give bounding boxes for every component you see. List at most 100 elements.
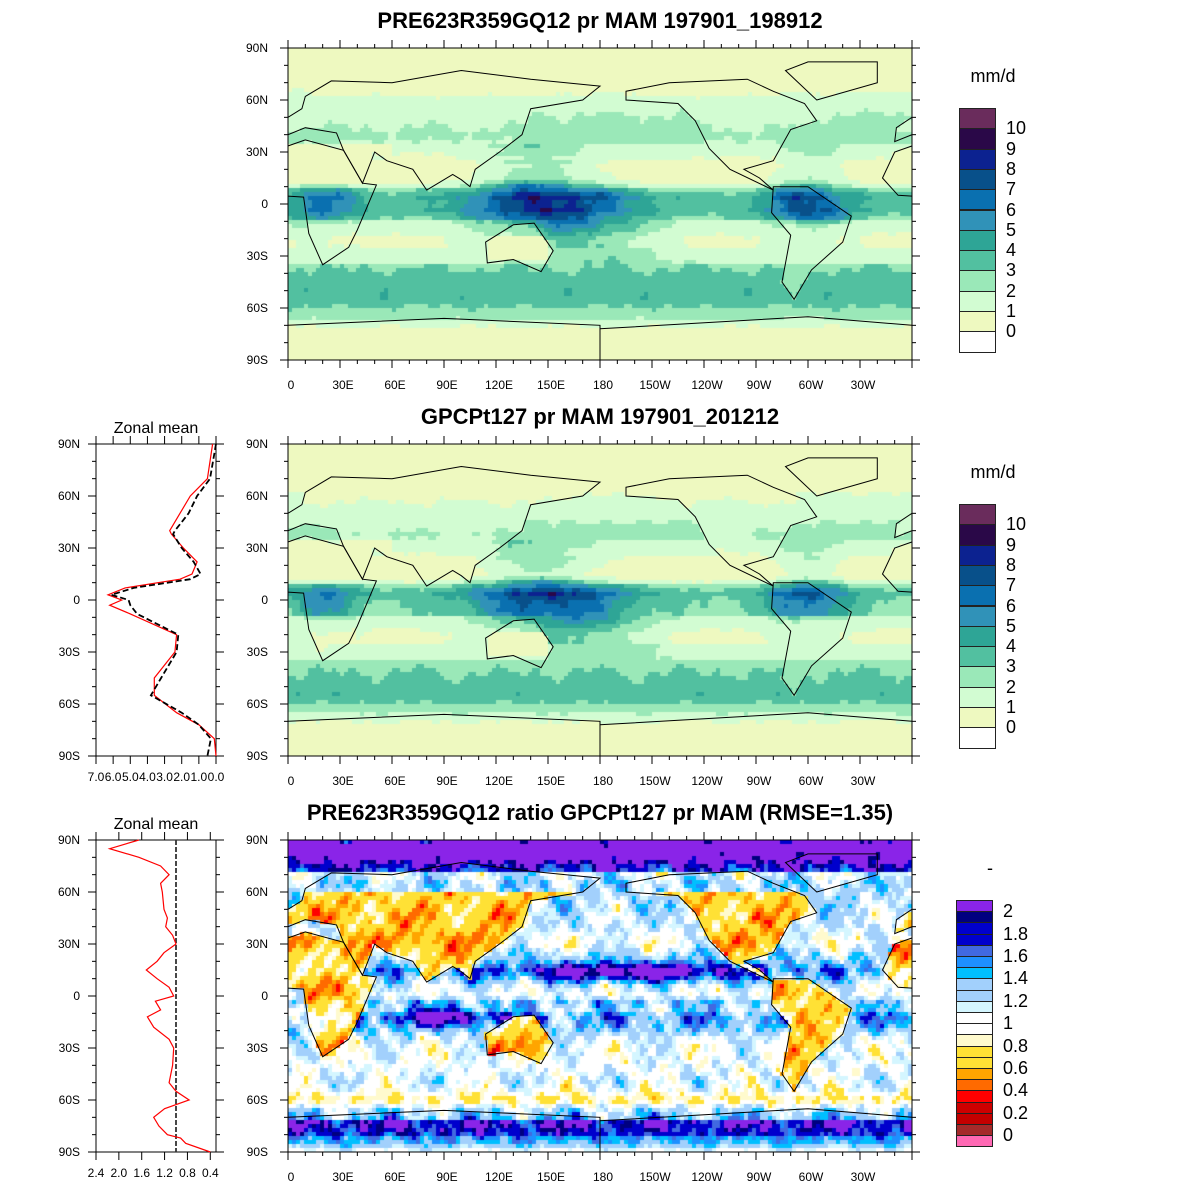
colorbar-swatch — [959, 585, 996, 607]
lon-label: 180 — [593, 378, 613, 392]
colorbar-label: 1 — [1003, 1013, 1014, 1034]
colorbar-label: 1.8 — [1003, 923, 1029, 944]
coastlines — [288, 457, 912, 756]
lat-label: 60S — [247, 697, 268, 711]
colorbar-swatch — [959, 209, 996, 231]
colorbar-swatch — [959, 544, 996, 566]
colorbar-swatch — [959, 666, 996, 688]
colorbar-label: 9 — [1006, 138, 1017, 159]
colorbar-label: 8 — [1006, 554, 1017, 575]
lon-label: 120W — [691, 378, 723, 392]
colorbar-label: 1 — [1006, 301, 1017, 321]
zonal-x-label: 1.6 — [133, 1166, 150, 1180]
lat-label: 90S — [247, 1145, 268, 1159]
lon-label: 60E — [384, 774, 405, 788]
colorbar-swatch — [959, 727, 996, 749]
lat-label: 60N — [246, 489, 268, 503]
zonal-mean-plot-2 — [88, 832, 224, 1160]
lat-label: 60S — [247, 301, 268, 315]
lon-label: 30W — [851, 378, 876, 392]
lon-label: 120W — [691, 1170, 723, 1184]
colorbar-label: 1.4 — [1003, 968, 1029, 989]
zonal-x-label: 0.0 — [208, 770, 225, 784]
colorbar-unit: - — [987, 858, 993, 878]
lat-label: 30S — [247, 1041, 268, 1055]
zonal-lat-label: 0 — [73, 989, 80, 1003]
lat-label: 30N — [246, 145, 268, 159]
lon-label: 90W — [747, 378, 772, 392]
lat-label: 90S — [247, 749, 268, 763]
lon-label: 30E — [332, 774, 353, 788]
colorbar-label: 3 — [1006, 656, 1017, 677]
colorbar-label: 2 — [1006, 676, 1017, 697]
zonal-x-label: 6.0 — [105, 770, 122, 784]
lat-label: 60N — [246, 885, 268, 899]
colorbar-label: 6 — [1006, 199, 1017, 220]
zonal-lat-label: 90S — [59, 749, 80, 763]
lon-label: 120E — [485, 378, 513, 392]
zonal-x-label: 2.0 — [111, 1166, 128, 1180]
lon-label: 60W — [799, 378, 824, 392]
zonal-lat-label: 90N — [58, 833, 80, 847]
zonal-x-label: 4.0 — [139, 770, 156, 784]
lon-label: 90E — [436, 378, 457, 392]
colorbar-label: 10 — [1006, 514, 1027, 535]
coastlines — [288, 853, 912, 1152]
colorbar-label: 9 — [1006, 534, 1017, 555]
lon-label: 120E — [485, 774, 513, 788]
colorbar-label: 4 — [1006, 240, 1017, 261]
colorbar-label: 2 — [1003, 901, 1014, 922]
lon-label: 0 — [288, 1170, 295, 1184]
zonal-lat-label: 0 — [73, 593, 80, 607]
colorbar-label: 5 — [1006, 219, 1017, 240]
colorbar-swatch — [959, 331, 996, 353]
lon-label: 0 — [288, 378, 295, 392]
lon-label: 60W — [799, 1170, 824, 1184]
panel-1-title: PRE623R359GQ12 pr MAM 197901_198912 — [377, 8, 823, 33]
lon-label: 0 — [288, 774, 295, 788]
panel-3-title: PRE623R359GQ12 ratio GPCPt127 pr MAM (RM… — [306, 800, 894, 825]
map-frame-2 — [280, 436, 920, 764]
colorbar-swatch — [956, 1135, 993, 1148]
zonal-lat-label: 60N — [58, 489, 80, 503]
zonal-x-label: 0.8 — [179, 1166, 196, 1180]
lon-label: 60E — [384, 1170, 405, 1184]
zonal-x-label: 3.0 — [156, 770, 173, 784]
lon-label: 180 — [593, 1170, 613, 1184]
colorbar-label: 1 — [1006, 697, 1017, 717]
lat-label: 60S — [247, 1093, 268, 1107]
lon-label: 150W — [639, 774, 671, 788]
lat-label: 30S — [247, 249, 268, 263]
zonal-lat-label: 30N — [58, 541, 80, 555]
colorbar-swatch — [959, 686, 996, 708]
colorbar-swatch — [959, 311, 996, 333]
colorbar-label: 0 — [1006, 717, 1017, 738]
lat-label: 30N — [246, 937, 268, 951]
colorbar-label: 3 — [1006, 260, 1017, 281]
lat-label: 90N — [246, 437, 268, 451]
colorbar-label: 0 — [1003, 1125, 1014, 1146]
colorbar-label: 5 — [1006, 615, 1017, 636]
colorbar-label: 0.2 — [1003, 1102, 1029, 1123]
lon-label: 150E — [537, 1170, 565, 1184]
lon-label: 30W — [851, 1170, 876, 1184]
zonal-lat-label: 60N — [58, 885, 80, 899]
zonal-mean-plot-1 — [88, 436, 224, 764]
colorbar-unit: mm/d — [970, 462, 1016, 482]
map-frame-1 — [280, 40, 920, 368]
zonal-series-1 — [106, 443, 217, 757]
lon-label: 30E — [332, 378, 353, 392]
colorbar-swatch — [959, 707, 996, 729]
lat-label: 0 — [261, 989, 268, 1003]
colorbar-swatch — [959, 564, 996, 587]
lon-label: 180 — [593, 774, 613, 788]
zonal-lat-label: 90N — [58, 437, 80, 451]
lat-label: 90N — [246, 41, 268, 55]
panel-2-title: GPCPt127 pr MAM 197901_201212 — [420, 404, 780, 429]
colorbar-label: 1.2 — [1003, 990, 1029, 1011]
obs-precip-map — [288, 444, 912, 756]
coastlines — [288, 61, 912, 360]
colorbar-label: 1.6 — [1003, 946, 1029, 966]
colorbar-label: 6 — [1006, 595, 1017, 616]
